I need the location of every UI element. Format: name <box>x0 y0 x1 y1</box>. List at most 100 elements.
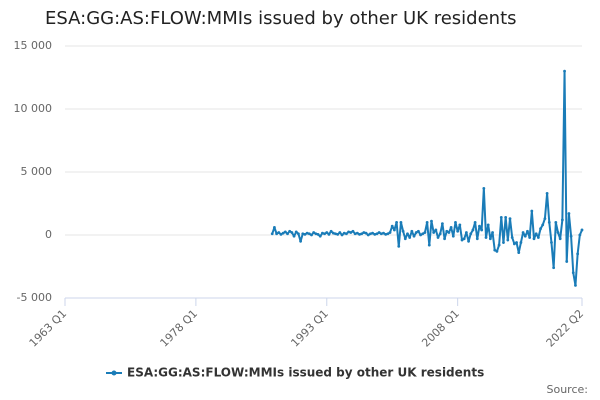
point-marker <box>467 239 470 243</box>
point-marker <box>545 192 549 195</box>
point-marker <box>388 231 392 234</box>
point-marker <box>323 232 326 236</box>
point-marker <box>427 243 431 247</box>
point-marker <box>440 222 444 226</box>
point-marker <box>401 229 405 233</box>
point-marker <box>508 217 512 221</box>
point-marker <box>436 236 440 239</box>
point-marker <box>382 231 385 235</box>
point-marker <box>310 233 313 237</box>
point-marker <box>277 231 281 234</box>
point-marker <box>495 249 499 253</box>
point-marker <box>336 232 340 236</box>
point-marker <box>305 231 309 235</box>
point-marker <box>532 237 536 241</box>
point-marker <box>580 228 584 232</box>
point-marker <box>390 224 394 228</box>
point-marker <box>419 233 422 237</box>
point-marker <box>517 251 521 255</box>
y-tick-label: 10 000 <box>14 102 53 115</box>
point-marker <box>488 237 492 241</box>
point-marker <box>571 271 575 275</box>
point-marker <box>475 237 479 241</box>
point-marker <box>478 224 481 228</box>
point-marker <box>270 232 274 236</box>
point-marker <box>281 231 285 235</box>
point-marker <box>364 231 368 235</box>
point-marker <box>279 232 283 236</box>
point-marker <box>292 234 296 238</box>
point-marker <box>456 229 460 233</box>
point-marker <box>371 231 374 235</box>
point-marker <box>578 233 582 237</box>
point-marker <box>347 230 350 234</box>
point-marker <box>325 231 329 234</box>
point-marker <box>504 215 508 219</box>
point-marker <box>462 237 466 241</box>
point-marker <box>539 227 542 231</box>
point-marker <box>384 232 388 236</box>
point-marker <box>491 231 494 234</box>
point-marker <box>438 232 442 236</box>
point-marker <box>345 232 348 236</box>
point-marker <box>338 231 342 234</box>
point-marker <box>321 231 324 235</box>
point-marker <box>486 223 490 227</box>
point-marker <box>273 226 276 229</box>
point-marker <box>499 215 503 219</box>
point-marker <box>506 238 510 242</box>
x-tick-label: 2008 Q1 <box>419 307 462 350</box>
point-marker <box>534 232 538 236</box>
point-marker <box>351 229 355 233</box>
point-marker <box>552 266 556 270</box>
point-marker <box>395 221 398 224</box>
point-marker <box>379 232 383 236</box>
point-marker <box>512 242 516 246</box>
point-marker <box>464 231 468 234</box>
point-marker <box>294 230 298 234</box>
point-marker <box>318 234 322 238</box>
point-marker <box>421 232 425 236</box>
point-marker <box>397 244 401 248</box>
legend-marker <box>111 370 117 376</box>
point-marker <box>519 241 523 244</box>
point-marker <box>406 232 409 236</box>
point-marker <box>536 236 540 239</box>
point-marker <box>430 219 433 223</box>
point-marker <box>556 231 560 234</box>
x-tick-label: 1978 Q1 <box>158 307 201 350</box>
point-marker <box>275 232 278 236</box>
point-marker <box>497 243 501 247</box>
point-marker <box>342 231 346 235</box>
point-marker <box>314 232 318 236</box>
point-marker <box>386 232 390 236</box>
point-marker <box>471 228 475 232</box>
point-marker <box>327 232 331 236</box>
point-marker <box>423 231 427 234</box>
point-marker <box>286 232 289 236</box>
y-tick-label: 5 000 <box>21 165 53 178</box>
point-marker <box>469 232 473 236</box>
point-marker <box>392 228 396 232</box>
point-marker <box>460 238 464 242</box>
point-marker <box>482 186 486 190</box>
point-marker <box>331 231 335 235</box>
point-marker <box>403 237 407 241</box>
point-marker <box>299 239 302 243</box>
point-marker <box>414 231 418 234</box>
point-marker <box>360 232 364 236</box>
point-marker <box>515 241 518 244</box>
point-marker <box>530 209 534 213</box>
point-marker <box>399 221 403 224</box>
point-marker <box>473 221 477 224</box>
point-marker <box>425 221 429 224</box>
point-marker <box>369 232 372 236</box>
point-marker <box>567 212 571 215</box>
chart-title: ESA:GG:AS:FLOW:MMIs issued by other UK r… <box>45 8 517 29</box>
point-marker <box>565 260 569 263</box>
point-marker <box>416 229 420 233</box>
point-marker <box>576 252 580 256</box>
x-tick-label: 2022 Q2 <box>544 307 587 350</box>
source-label: Source: <box>547 383 589 396</box>
